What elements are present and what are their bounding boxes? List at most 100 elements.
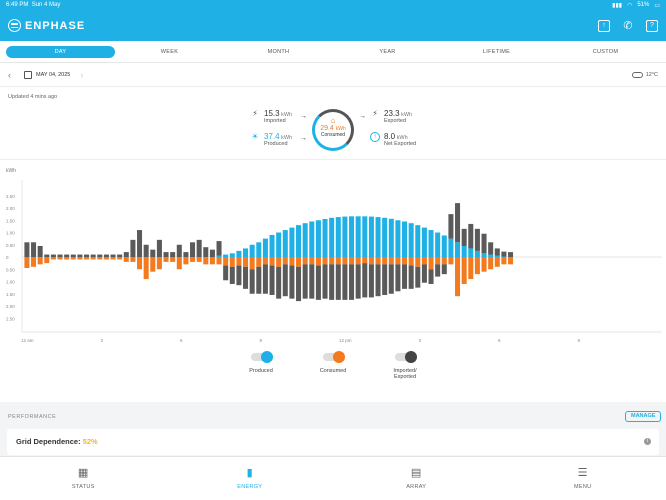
produced-bar: [355, 216, 361, 257]
exported-bar: [368, 264, 374, 298]
manage-button[interactable]: MANAGE: [625, 411, 662, 422]
imported-bar: [77, 254, 83, 257]
legend-toggle-2[interactable]: Imported/ Exported: [385, 351, 425, 380]
info-icon[interactable]: i: [644, 438, 651, 445]
share-icon[interactable]: ↑: [598, 19, 610, 32]
consumed-bar: [229, 257, 235, 267]
produced-bar: [435, 232, 441, 257]
arrow-right-icon: →: [300, 135, 307, 142]
toggle-knob: [405, 351, 417, 363]
nav-status-label: STATUS: [71, 484, 95, 490]
exported-bar: [408, 265, 414, 289]
consumed-bar: [77, 257, 83, 260]
selected-date[interactable]: MAY 04, 2025: [36, 71, 71, 78]
produced-bar: [415, 225, 421, 257]
exported-bar: [269, 265, 275, 295]
consumed-bar: [421, 257, 427, 265]
produced-bar: [289, 227, 295, 257]
consumed-bar: [461, 257, 467, 284]
produced-bar: [461, 245, 467, 257]
imported-bar: [37, 245, 43, 257]
energy-chart: kWh 2.50 2.00 1.50 1.00 0.50 0 0.50 1.00 1.50 2.00…: [0, 159, 666, 402]
exported-bar: [236, 265, 242, 286]
grid-dependence-card[interactable]: Grid Dependence: 52% i: [7, 429, 659, 455]
consumed-bar: [282, 257, 288, 265]
produced-bar: [322, 219, 328, 257]
legend-toggle-0[interactable]: Produced: [241, 351, 281, 374]
consumed-bar: [441, 257, 447, 265]
consumed-bar: [137, 257, 143, 270]
x-tick-label: 9: [578, 338, 581, 343]
produced-bar: [402, 221, 408, 257]
produced-bar: [448, 238, 454, 257]
exported-bar: [322, 264, 328, 299]
tab-lifetime[interactable]: LIFETIME: [482, 48, 511, 55]
consumed-bar: [262, 257, 268, 265]
consumed-bar: [176, 257, 182, 270]
consumed-bar: [64, 257, 70, 260]
calendar-icon[interactable]: [24, 70, 32, 79]
produced-bar: [335, 217, 341, 257]
consumed-bar: [474, 257, 480, 275]
legend-toggle-1[interactable]: Consumed: [313, 351, 353, 374]
imported-bar: [70, 254, 76, 257]
help-icon[interactable]: ?: [646, 19, 658, 32]
imported-bar: [163, 252, 169, 257]
nav-energy[interactable]: ▮ ENERGY: [167, 457, 334, 500]
imported-bar: [170, 252, 176, 257]
imported-bar: [97, 254, 103, 257]
exported-bar: [335, 264, 341, 300]
tab-year[interactable]: YEAR: [379, 48, 396, 55]
net-exported-label: Net Exported: [384, 141, 417, 147]
next-day-icon[interactable]: ›: [80, 69, 84, 80]
consumed-bar: [315, 257, 321, 266]
consumed-bar: [415, 257, 421, 267]
phone-icon[interactable]: ✆: [623, 20, 633, 32]
imported-bar: [84, 254, 90, 257]
tab-month[interactable]: MONTH: [267, 48, 290, 55]
consumed-bar: [256, 257, 262, 267]
produced-bar: [302, 223, 308, 257]
nav-menu[interactable]: ☰ MENU: [500, 457, 666, 500]
toggle-switch[interactable]: [251, 351, 273, 363]
signal-icon: ▮▮▮: [612, 2, 623, 9]
consumed-bar: [170, 257, 176, 262]
tab-day[interactable]: DAY: [6, 45, 115, 58]
toggle-switch[interactable]: [323, 351, 345, 363]
tab-custom[interactable]: CUSTOM: [592, 48, 619, 55]
consumed-bar: [375, 257, 381, 265]
consumed-bar: [196, 257, 202, 262]
y-tick-label: 2.50: [6, 316, 15, 321]
toggle-switch[interactable]: [395, 351, 417, 363]
produced-value: 37.4: [264, 132, 280, 141]
weather: 12°C: [631, 71, 658, 78]
energy-bar-chart[interactable]: kWh 2.50 2.00 1.50 1.00 0.50 0 0.50 1.00 1.50 2.00…: [0, 160, 666, 350]
consumed-bar: [508, 257, 514, 265]
energy-bars-icon: ▮: [246, 467, 253, 479]
nav-array[interactable]: ▤ ARRAY: [333, 457, 500, 500]
produced-bar: [243, 248, 249, 257]
produced-bar: [428, 230, 434, 257]
brand-name: ENPHASE: [25, 19, 86, 32]
exported-bar: [362, 263, 368, 298]
consumed-bar: [289, 257, 295, 266]
consumed-bar: [448, 257, 454, 265]
previous-day-icon[interactable]: ‹: [8, 69, 11, 80]
exported-bar: [243, 266, 249, 289]
imported-bar: [57, 254, 63, 257]
y-tick-label: 2.50: [6, 194, 15, 199]
exported-bar: [329, 264, 335, 300]
imported-bar: [137, 230, 143, 257]
exported-bar: [223, 265, 229, 281]
y-tick-label: 1.00: [6, 231, 15, 236]
produced-bar: [229, 253, 235, 257]
brand-logo: ENPHASE: [8, 19, 85, 32]
imported-bar: [448, 214, 454, 239]
tab-week[interactable]: WEEK: [160, 48, 179, 55]
produced-bar: [223, 254, 229, 257]
status-date: Sun 4 May: [31, 2, 61, 8]
imported-bar: [90, 254, 96, 257]
x-tick-label: 9: [260, 338, 263, 343]
consumed-bar: [402, 257, 408, 265]
nav-status[interactable]: ▦ STATUS: [0, 457, 167, 500]
